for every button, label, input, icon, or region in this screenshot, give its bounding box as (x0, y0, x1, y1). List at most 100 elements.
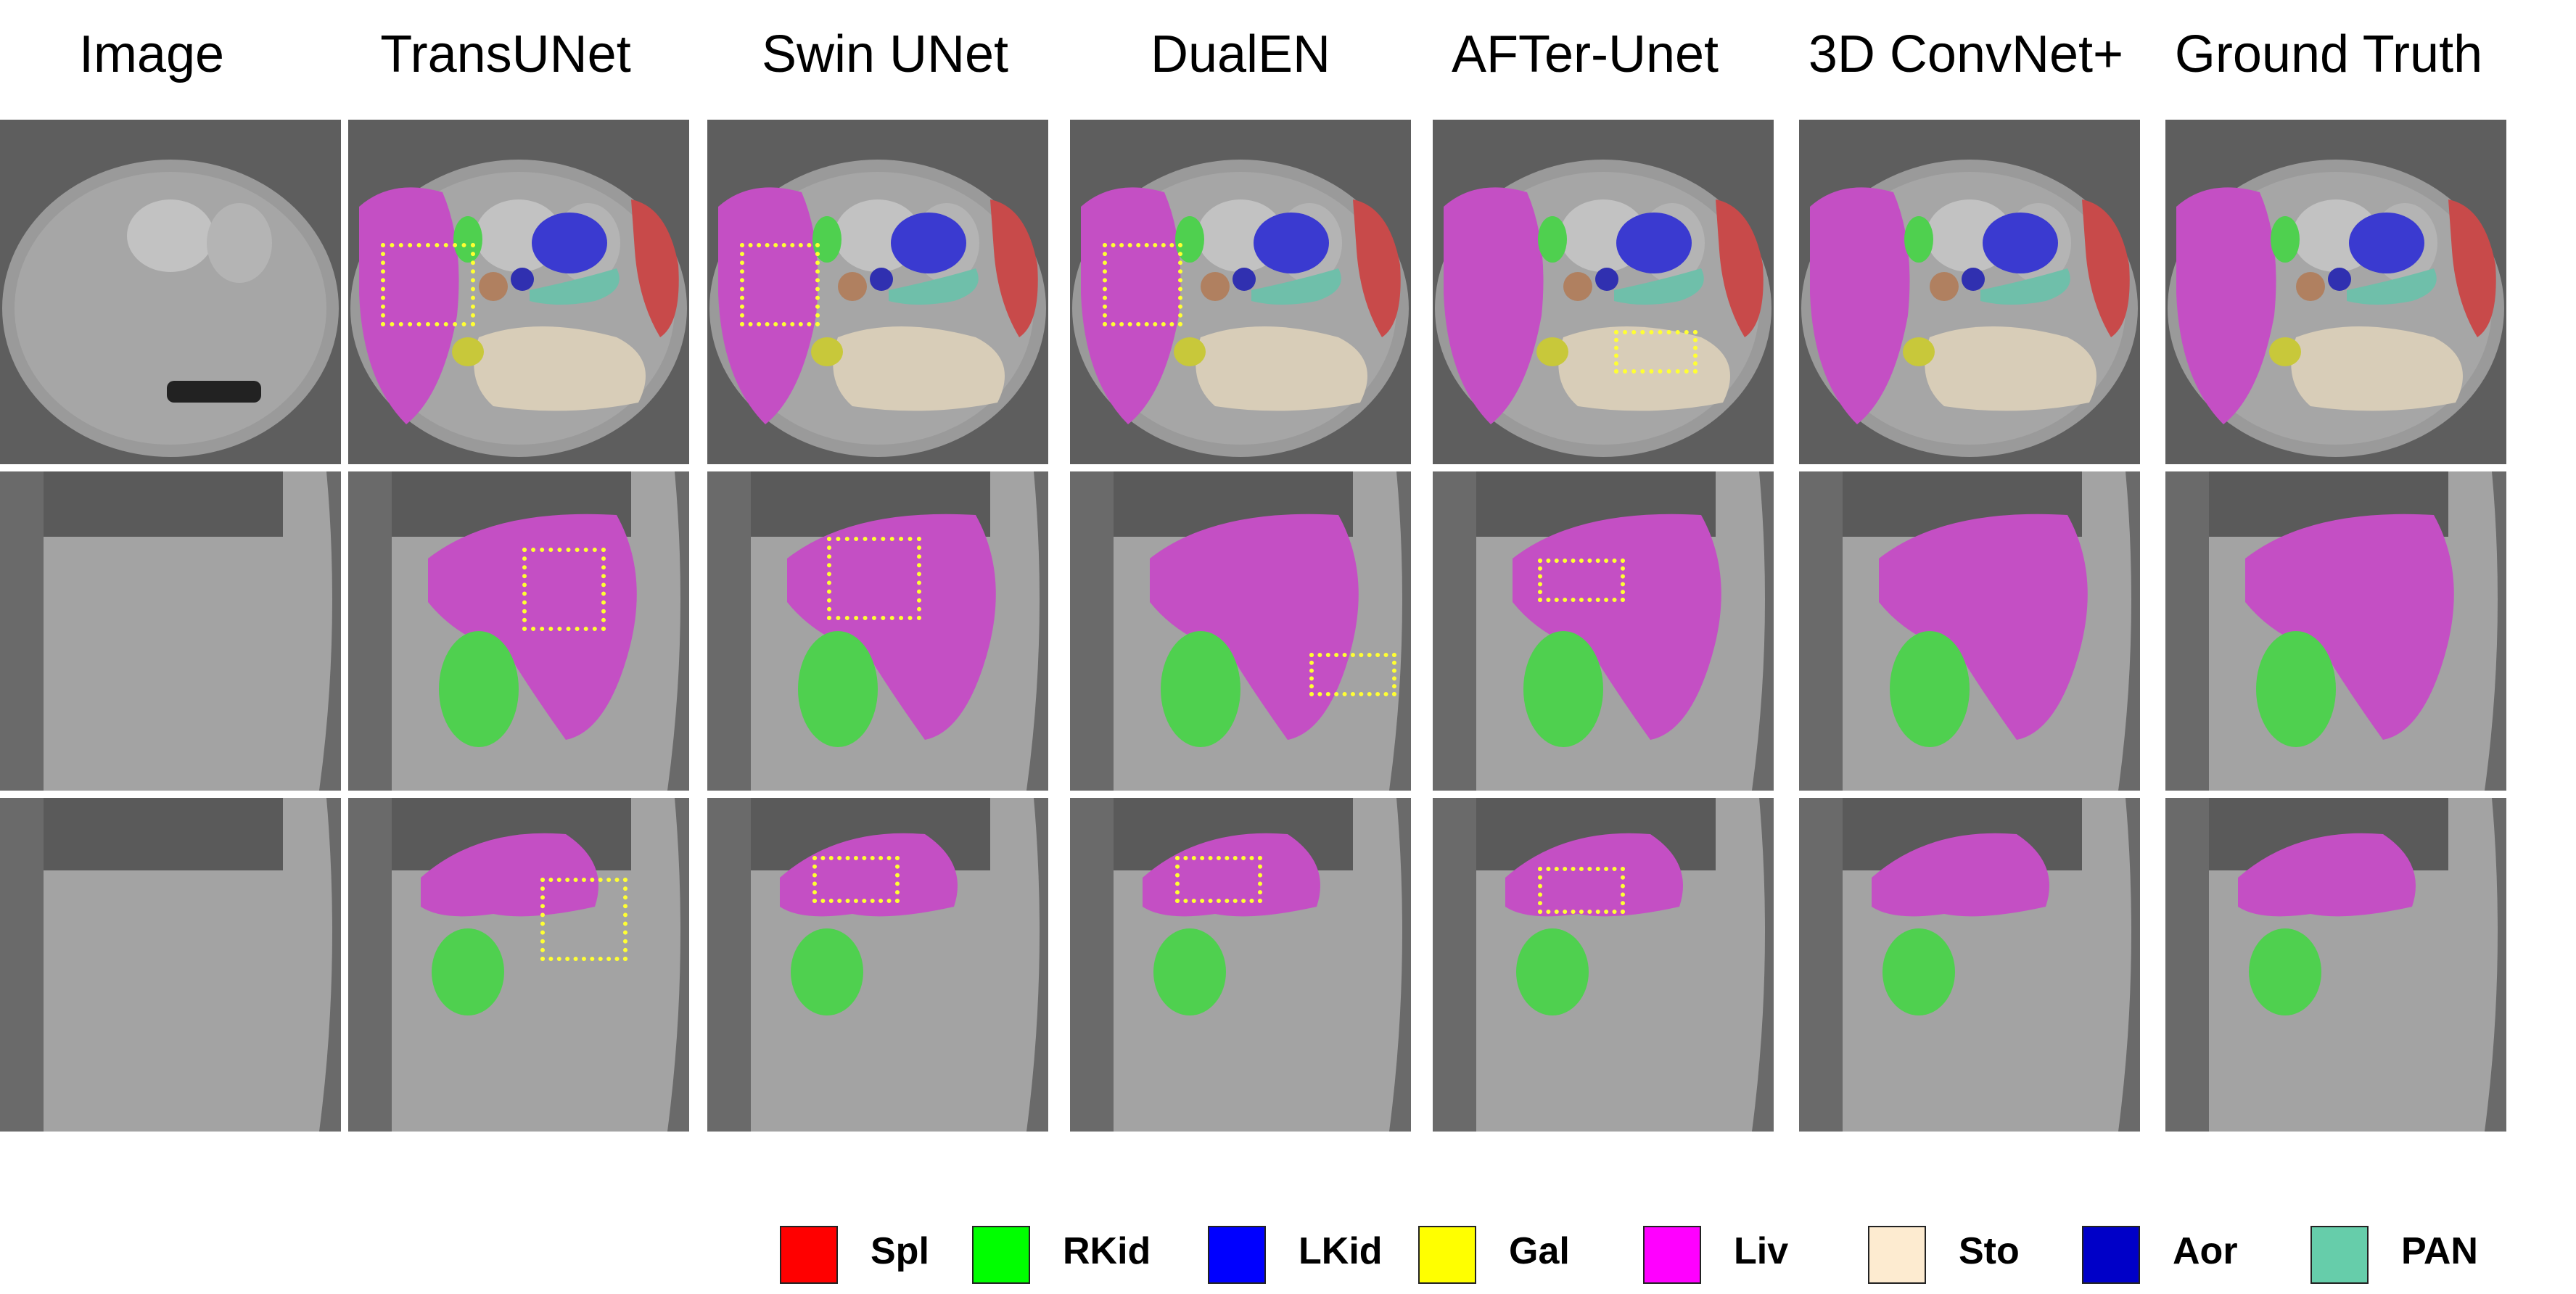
panel-axial-after-unet (1433, 120, 1774, 464)
panel-sagittal-b-swin-unet (707, 798, 1048, 1132)
spleen-overlay (631, 199, 679, 337)
panel-sagittal-b-image (0, 798, 341, 1132)
right-kidney-overlay (1175, 216, 1204, 263)
highlight-box (740, 243, 820, 326)
highlight-box (540, 878, 627, 961)
pancreas-overlay (889, 268, 979, 305)
panel-sagittal-b-3d-convnet (1799, 798, 2140, 1132)
highlight-box (1103, 243, 1182, 326)
liver-overlay (1879, 514, 2088, 740)
column-header-3d-convnet: 3D ConvNet+ (1808, 25, 2124, 83)
pancreas-overlay (2347, 268, 2437, 305)
legend-label-rkid: RKid (1063, 1230, 1151, 1272)
gallbladder-overlay (452, 337, 484, 366)
column-header-swin-unet: Swin UNet (761, 25, 1009, 83)
legend-swatch-liv (1643, 1226, 1701, 1284)
highlight-box (1538, 867, 1625, 914)
legend-label-liv: Liv (1734, 1230, 1789, 1272)
panel-sagittal-b-transunet (348, 798, 689, 1132)
stomach-overlay (1925, 326, 2096, 411)
legend-label-aor: Aor (2173, 1230, 2238, 1272)
panel-sagittal-a-dualen (1070, 471, 1411, 791)
highlight-box (522, 548, 606, 631)
liver-overlay (2238, 833, 2416, 917)
highlight-box (1175, 856, 1262, 903)
spleen-overlay (2448, 199, 2496, 337)
gallbladder-overlay (1536, 337, 1568, 366)
right-kidney-overlay (1890, 631, 1970, 747)
right-kidney-overlay (1161, 631, 1240, 747)
aorta-overlay (870, 268, 893, 291)
left-kidney-overlay (1616, 213, 1692, 273)
right-kidney-overlay (791, 928, 863, 1015)
legend-swatch-pan (2310, 1226, 2369, 1284)
gallbladder-overlay (1174, 337, 1206, 366)
column-header-dualen: DualEN (1150, 25, 1331, 83)
panel-sagittal-b-after-unet (1433, 798, 1774, 1132)
stomach-overlay (833, 326, 1005, 411)
panel-axial-ground-truth (2165, 120, 2506, 464)
left-kidney-overlay (1254, 213, 1329, 273)
column-header-transunet: TransUNet (380, 25, 631, 83)
column-header-image: Image (78, 25, 225, 83)
pancreas-overlay (1251, 268, 1341, 305)
legend-swatch-sto (1868, 1226, 1926, 1284)
panel-axial-3d-convnet (1799, 120, 2140, 464)
panel-sagittal-a-3d-convnet (1799, 471, 2140, 791)
panel-sagittal-a-swin-unet (707, 471, 1048, 791)
liver-overlay (1872, 833, 2049, 917)
column-header-after-unet: AFTer-Unet (1451, 25, 1719, 83)
gallbladder-overlay (1903, 337, 1935, 366)
highlight-box (1538, 559, 1625, 602)
right-kidney-overlay (812, 216, 841, 263)
highlight-box (381, 243, 475, 326)
panel-axial-transunet (348, 120, 689, 464)
liver-overlay (1505, 833, 1683, 917)
legend-label-sto: Sto (1959, 1230, 2020, 1272)
liver-overlay (1513, 514, 1721, 740)
panel-axial-image (0, 120, 341, 464)
aorta-overlay (2328, 268, 2351, 291)
gallbladder-overlay (811, 337, 843, 366)
column-header-ground-truth: Ground Truth (2174, 25, 2483, 83)
highlight-box (812, 856, 900, 903)
legend-swatch-gal (1418, 1226, 1476, 1284)
legend-label-pan: PAN (2401, 1230, 2478, 1272)
panel-sagittal-a-image (0, 471, 341, 791)
left-kidney-overlay (532, 213, 607, 273)
legend-swatch-lkid (1208, 1226, 1266, 1284)
legend-label-lkid: LKid (1299, 1230, 1383, 1272)
stomach-overlay (2291, 326, 2463, 411)
highlight-box (1309, 653, 1396, 696)
panel-axial-swin-unet (707, 120, 1048, 464)
right-kidney-overlay (798, 631, 878, 747)
gallbladder-overlay (2269, 337, 2301, 366)
right-kidney-overlay (1153, 928, 1226, 1015)
liver-overlay (780, 833, 958, 917)
right-kidney-overlay (439, 631, 519, 747)
right-kidney-overlay (1538, 216, 1567, 263)
liver-overlay (787, 514, 996, 740)
panel-sagittal-a-ground-truth (2165, 471, 2506, 791)
pancreas-overlay (1980, 268, 2070, 305)
right-kidney-overlay (1523, 631, 1603, 747)
legend-label-spl: Spl (871, 1230, 929, 1272)
aorta-overlay (1595, 268, 1618, 291)
legend-swatch-spl (780, 1226, 838, 1284)
spleen-overlay (990, 199, 1038, 337)
left-kidney-overlay (2349, 213, 2424, 273)
liver-overlay (2245, 514, 2454, 740)
pancreas-overlay (530, 268, 620, 305)
liver-overlay (1444, 187, 1544, 424)
liver-overlay (1810, 187, 1910, 424)
spleen-overlay (2082, 199, 2130, 337)
right-kidney-overlay (2249, 928, 2321, 1015)
panel-sagittal-a-transunet (348, 471, 689, 791)
left-kidney-overlay (891, 213, 966, 273)
right-kidney-overlay (432, 928, 504, 1015)
panel-sagittal-a-after-unet (1433, 471, 1774, 791)
highlight-box (1614, 330, 1698, 374)
legend-label-gal: Gal (1509, 1230, 1570, 1272)
right-kidney-overlay (453, 216, 482, 263)
right-kidney-overlay (2271, 216, 2300, 263)
